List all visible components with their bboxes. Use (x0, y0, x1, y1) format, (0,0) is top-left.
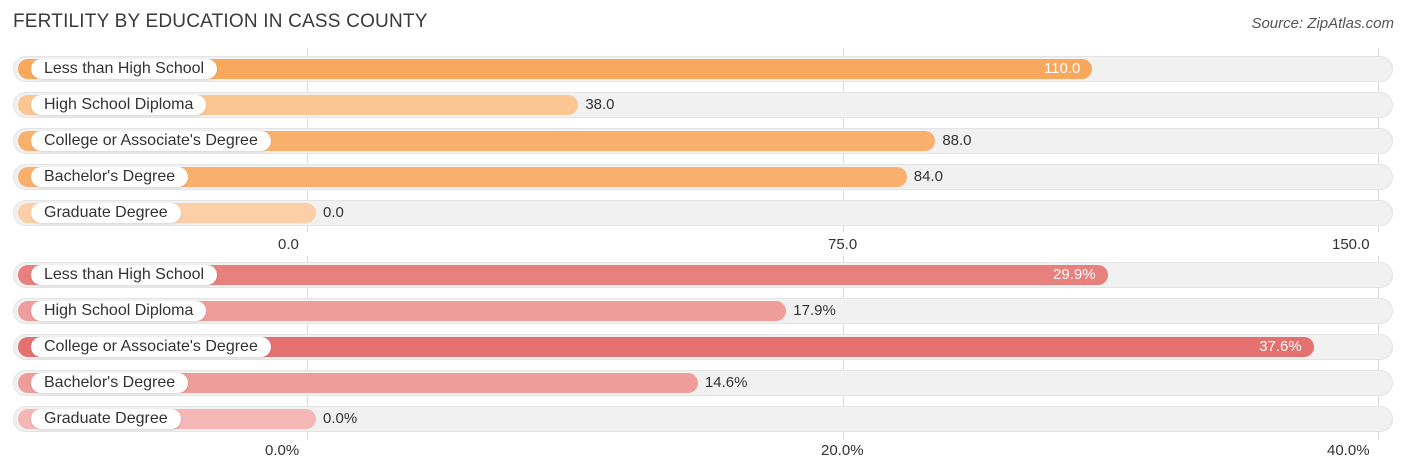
bar (18, 265, 1108, 285)
bar-row: Bachelor's Degree 14.6% (13, 370, 1393, 396)
category-label: High School Diploma (31, 95, 207, 115)
tick-label: 0.0% (265, 442, 300, 459)
value-label: 29.9% (1053, 266, 1096, 283)
category-label: Graduate Degree (31, 203, 181, 223)
value-label: 0.0% (323, 410, 358, 427)
value-label: 37.6% (1259, 338, 1302, 355)
bar (18, 301, 787, 321)
category-label: Less than High School (31, 265, 218, 285)
chart-panel-counts: Less than High School 110.0 High School Di… (13, 48, 1393, 253)
value-label: 14.6% (704, 374, 748, 391)
category-label: College or Associate's Degree (31, 337, 271, 357)
tick-label: 40.0% (1327, 442, 1370, 459)
bar-row: High School Diploma 38.0 (13, 92, 1393, 118)
category-label: Bachelor's Degree (31, 167, 189, 187)
tick-label: 150.0 (1332, 236, 1370, 253)
bar (18, 337, 1314, 357)
bar-row: High School Diploma 17.9% (13, 298, 1393, 324)
value-label: 88.0 (942, 132, 972, 149)
value-label: 0.0 (323, 204, 344, 221)
tick-label: 75.0 (828, 236, 858, 253)
bar (18, 59, 1093, 79)
value-label: 84.0 (913, 168, 943, 185)
value-label: 38.0 (585, 96, 615, 113)
bar-row: Less than High School 29.9% (13, 262, 1393, 288)
bar-row: College or Associate's Degree 88.0 (13, 128, 1393, 154)
tick-label: 0.0 (278, 236, 299, 253)
value-label: 17.9% (793, 302, 836, 319)
bar-row: Graduate Degree 0.0% (13, 406, 1393, 432)
category-label: Bachelor's Degree (31, 373, 189, 393)
bar-row: Bachelor's Degree 84.0 (13, 164, 1393, 190)
category-label: Graduate Degree (31, 409, 181, 429)
chart-title: FERTILITY BY EDUCATION IN CASS COUNTY (13, 11, 428, 32)
category-label: College or Associate's Degree (31, 131, 271, 151)
category-label: Less than High School (31, 59, 218, 79)
bar-row: Less than High School 110.0 (13, 56, 1393, 82)
category-label: High School Diploma (31, 301, 207, 321)
bar-row: College or Associate's Degree 37.6% (13, 334, 1393, 360)
bar (18, 373, 698, 393)
source-note: Source: ZipAtlas.com (1251, 15, 1394, 32)
bar-row: Graduate Degree 0.0 (13, 200, 1393, 226)
tick-label: 20.0% (821, 442, 864, 459)
value-label: 110.0 (1043, 60, 1081, 77)
bar (18, 167, 907, 187)
